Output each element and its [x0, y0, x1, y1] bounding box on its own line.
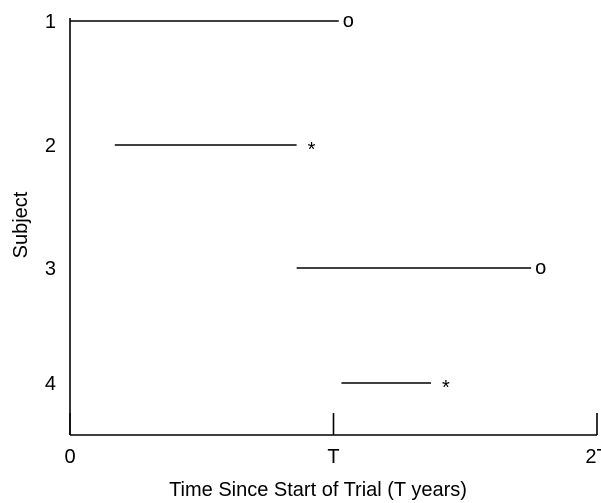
subject-label: 2 [45, 135, 56, 157]
censored-marker: o [535, 257, 546, 279]
y-axis-label: Subject [10, 191, 32, 258]
x-tick-label: 2T [585, 446, 601, 468]
axes [69, 18, 597, 436]
subject-rows: 1 o2 *3 o4 * [45, 10, 546, 399]
subject-label: 3 [45, 258, 56, 280]
event-marker: * [442, 377, 450, 399]
subject-row: 4 * [45, 373, 450, 399]
x-tick-label: 0 [64, 446, 75, 468]
x-ticks: 0 T 2T [64, 413, 601, 468]
censored-marker: o [343, 10, 354, 32]
x-axis-label: Time Since Start of Trial (T years) [169, 479, 467, 501]
subject-row: 2 * [45, 135, 316, 161]
x-tick-label: T [327, 446, 339, 468]
event-marker: * [308, 139, 316, 161]
subject-label: 4 [45, 373, 56, 395]
subject-label: 1 [45, 11, 56, 33]
